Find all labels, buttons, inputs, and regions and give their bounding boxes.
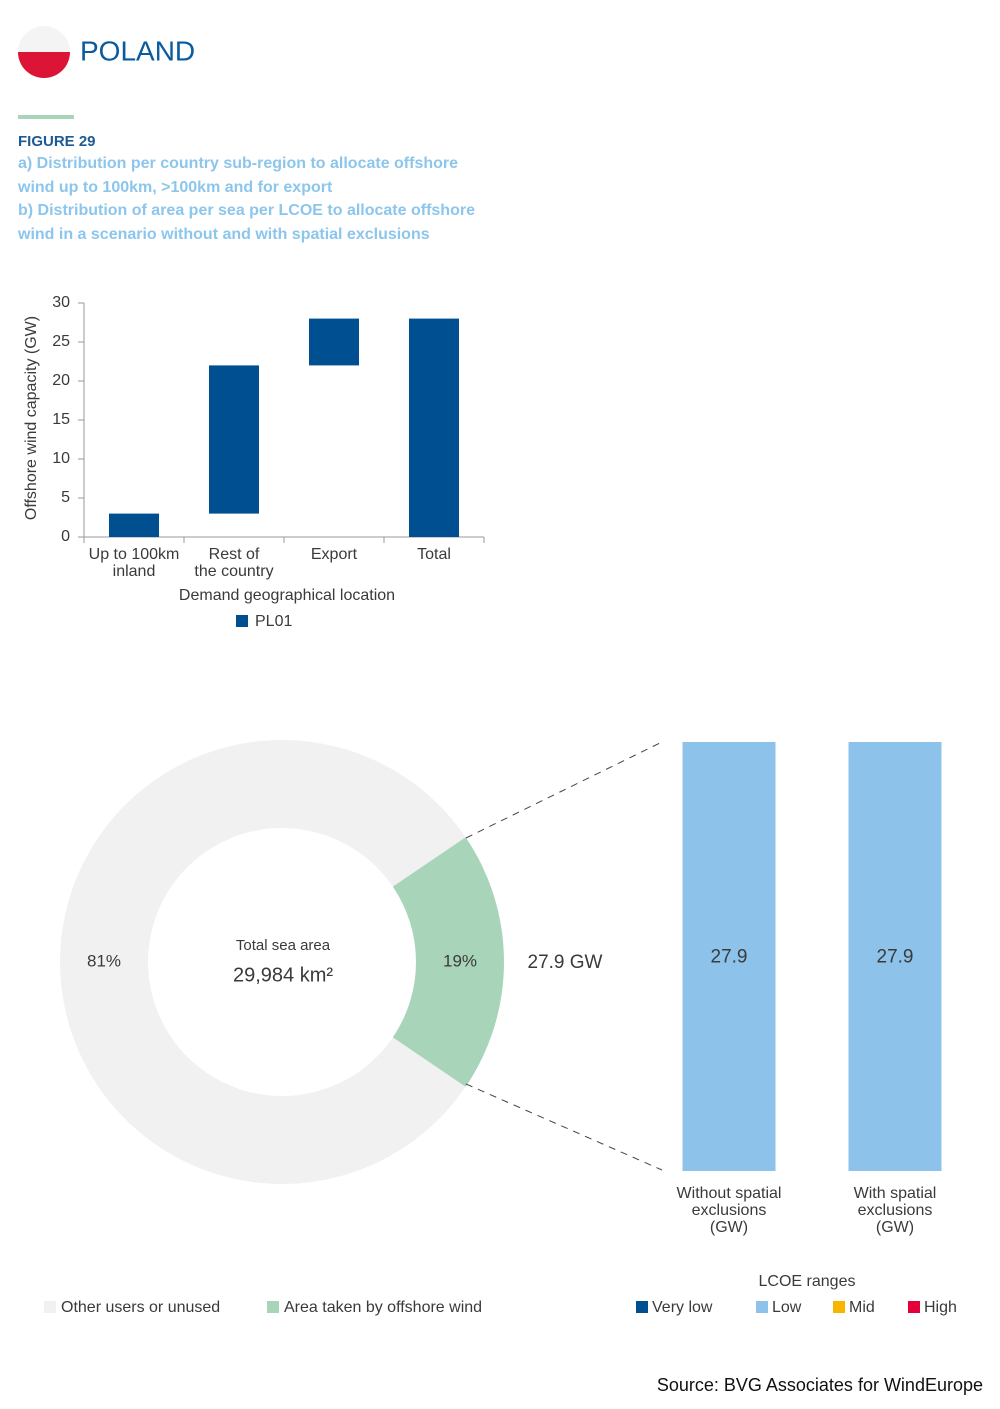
- bar-segment: [682, 742, 776, 1171]
- donut-slice: [60, 740, 466, 1184]
- y-tick-label: 10: [52, 450, 70, 467]
- slice-label: 81%: [87, 951, 121, 970]
- flag-red: [18, 52, 70, 78]
- connector: [465, 1083, 663, 1171]
- y-tick-label: 30: [52, 294, 70, 311]
- bar-segment: [848, 742, 942, 1171]
- legend-swatch: [636, 1301, 648, 1313]
- legend-label: PL01: [255, 613, 292, 630]
- bar: [309, 318, 359, 366]
- y-tick-label: 5: [61, 489, 70, 506]
- legend-swatch: [44, 1301, 56, 1313]
- annotation: 27.9 GW: [528, 952, 603, 973]
- legend-swatch: [908, 1301, 920, 1313]
- caption-b: b) Distribution of area per sea per LCOE…: [18, 202, 475, 243]
- x-tick-label: Without spatial exclusions (GW): [676, 1185, 782, 1236]
- legend-swatch: [267, 1301, 279, 1313]
- legend-label: Other users or unused: [61, 1299, 220, 1316]
- accent-line: [18, 115, 74, 119]
- legend-swatch: [833, 1301, 845, 1313]
- y-axis-label: Offshore wind capacity (GW): [23, 316, 40, 520]
- caption-a: a) Distribution per country sub-region t…: [18, 155, 459, 196]
- slice-label: 19%: [443, 951, 477, 970]
- center-label: Total sea area: [236, 937, 331, 954]
- legend-swatch: [756, 1301, 768, 1313]
- center-value: 29,984 km²: [233, 964, 333, 986]
- y-tick-label: 20: [52, 372, 70, 389]
- legend-title: LCOE ranges: [759, 1273, 856, 1290]
- connector: [465, 741, 663, 839]
- legend-label: Mid: [849, 1299, 875, 1316]
- x-tick-label: Total: [417, 546, 451, 563]
- country-title: POLAND: [80, 35, 195, 66]
- value-label: 27.9: [877, 947, 914, 968]
- legend-label: Very low: [652, 1299, 713, 1316]
- x-axis-label: Demand geographical location: [179, 587, 395, 604]
- value-label: 27.9: [711, 947, 748, 968]
- y-tick-label: 0: [61, 528, 70, 545]
- source: Source: BVG Associates for WindEurope: [657, 1375, 983, 1395]
- x-tick-label: Export: [310, 546, 358, 563]
- legend-label: Area taken by offshore wind: [284, 1299, 482, 1316]
- figure-label: FIGURE 29: [18, 133, 96, 150]
- legend-label: High: [924, 1299, 957, 1316]
- bar: [109, 513, 159, 537]
- y-tick-label: 15: [52, 411, 70, 428]
- legend-label: Low: [772, 1299, 802, 1316]
- x-tick-label: Up to 100km inland: [88, 546, 180, 580]
- x-tick-label: Rest of the country: [194, 546, 274, 580]
- legend-swatch: [236, 615, 248, 627]
- y-tick-label: 25: [52, 333, 70, 350]
- bar: [209, 365, 259, 514]
- bar: [409, 318, 459, 537]
- donut-slice: [392, 837, 505, 1087]
- x-tick-label: With spatial exclusions (GW): [853, 1185, 937, 1236]
